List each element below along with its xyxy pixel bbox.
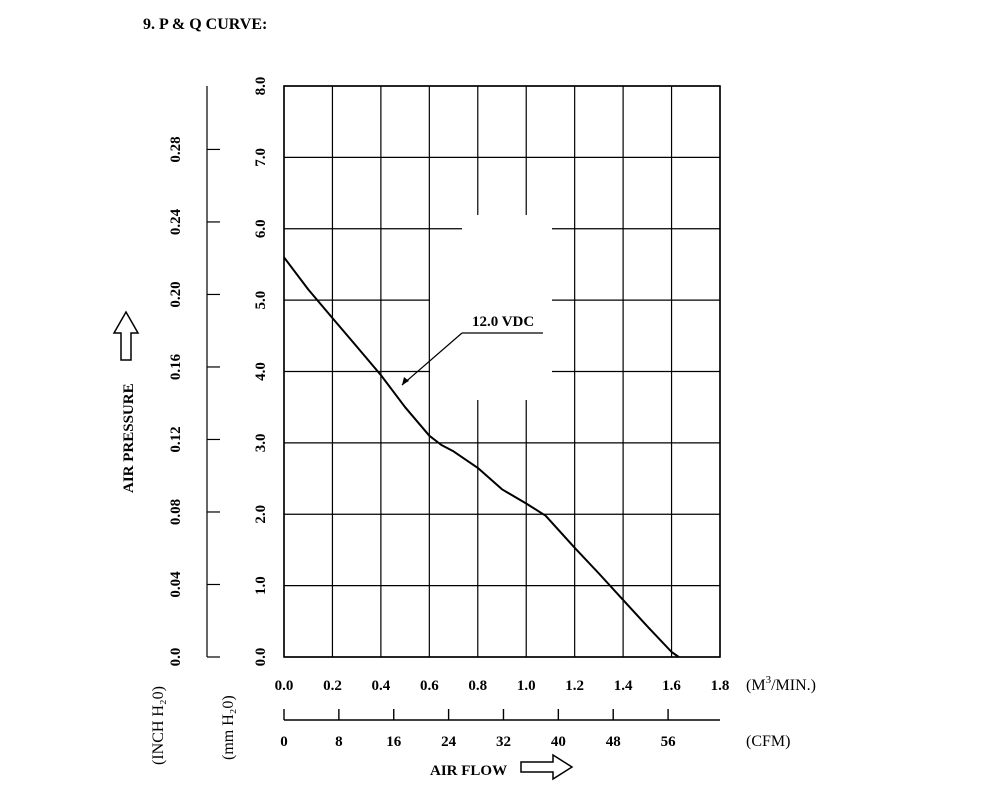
y-tick-label-mm-2: 2.0 bbox=[253, 505, 269, 524]
y-tick-label-mm-1: 1.0 bbox=[253, 576, 269, 595]
x-tick-label-cfm-3: 24 bbox=[441, 734, 457, 750]
y-tick-label-mm-7: 7.0 bbox=[253, 148, 269, 167]
x-tick-label-m3-2: 0.4 bbox=[372, 678, 391, 694]
x-tick-label-cfm-6: 48 bbox=[606, 734, 621, 750]
axis-labels: AIR PRESSURE AIR FLOW (mm H₂0) (INCH H₂0… bbox=[112, 310, 816, 781]
y-axis-label: AIR PRESSURE bbox=[121, 383, 137, 493]
x-tick-label-cfm-7: 56 bbox=[661, 734, 677, 750]
right-arrow-icon bbox=[520, 753, 574, 781]
y-tick-label-inch-7: 0.28 bbox=[168, 136, 184, 162]
y-unit-inch-h2o: (INCH H₂0) bbox=[150, 686, 167, 765]
x-axis-label: AIR FLOW bbox=[430, 763, 507, 779]
x-tick-label-m3-1: 0.2 bbox=[323, 678, 342, 694]
x-tick-label-cfm-1: 8 bbox=[335, 734, 343, 750]
series-leader-arrowhead-0 bbox=[402, 377, 409, 385]
x-unit-sup: 3 bbox=[766, 674, 772, 686]
series-layer: 12.0 VDC bbox=[283, 256, 680, 658]
y-tick-label-inch-1: 0.04 bbox=[168, 571, 184, 598]
annotation-mask bbox=[430, 215, 552, 400]
y-tick-label-inch-4: 0.16 bbox=[168, 353, 184, 380]
x-tick-label-cfm-0: 0 bbox=[280, 734, 288, 750]
y-axis-inch-h2o: 0.0 0.04 0.08 0.12 0.16 0.20 0.24 0.28 bbox=[168, 86, 220, 666]
y-tick-label-mm-3: 3.0 bbox=[253, 434, 269, 453]
plot-frame bbox=[283, 85, 721, 658]
y-axis-mm-h2o: 0.0 1.0 2.0 3.0 4.0 5.0 6.0 7.0 8.0 bbox=[253, 77, 269, 667]
y-unit-mm-h2o: (mm H₂0) bbox=[220, 695, 237, 760]
x-unit-prefix: (M bbox=[746, 677, 766, 694]
x-tick-label-m3-8: 1.6 bbox=[662, 678, 681, 694]
y-tick-label-inch-2: 0.08 bbox=[168, 499, 184, 525]
x-tick-label-cfm-4: 32 bbox=[496, 734, 511, 750]
x-tick-label-m3-0: 0.0 bbox=[275, 678, 294, 694]
y-tick-label-inch-0: 0.0 bbox=[168, 648, 184, 667]
x-tick-label-m3-9: 1.8 bbox=[711, 678, 730, 694]
x-tick-label-m3-4: 0.8 bbox=[468, 678, 487, 694]
x-tick-label-m3-3: 0.6 bbox=[420, 678, 439, 694]
section-title: 9. P & Q CURVE: bbox=[143, 16, 267, 33]
y-tick-label-mm-6: 6.0 bbox=[253, 219, 269, 238]
y-tick-label-inch-5: 0.20 bbox=[168, 281, 184, 307]
series-leader-line-0 bbox=[401, 332, 463, 386]
y-tick-label-mm-4: 4.0 bbox=[253, 362, 269, 381]
y-tick-label-inch-3: 0.12 bbox=[168, 426, 184, 452]
y-tick-label-mm-5: 5.0 bbox=[253, 291, 269, 310]
x-unit-m3-min: (M3/MIN.) bbox=[746, 674, 816, 694]
label-gap-left bbox=[430, 275, 552, 385]
x-axis-cfm: 0 8 16 24 32 40 48 56 bbox=[280, 709, 720, 750]
x-unit-cfm: (CFM) bbox=[746, 733, 790, 750]
series-label-0: 12.0 VDC bbox=[472, 314, 534, 330]
x-tick-label-m3-5: 1.0 bbox=[517, 678, 536, 694]
x-axis-m3-min: 0.0 0.2 0.4 0.6 0.8 1.0 1.2 1.4 1.6 1.8 bbox=[275, 678, 730, 694]
y-tick-label-mm-0: 0.0 bbox=[253, 648, 269, 667]
y-tick-label-mm-8: 8.0 bbox=[253, 77, 269, 96]
x-tick-label-cfm-2: 16 bbox=[386, 734, 402, 750]
y-tick-label-inch-6: 0.24 bbox=[168, 208, 184, 235]
x-tick-label-m3-7: 1.4 bbox=[614, 678, 633, 694]
x-tick-label-m3-6: 1.2 bbox=[565, 678, 584, 694]
series-line-0 bbox=[283, 256, 680, 658]
x-unit-suffix: /MIN.) bbox=[771, 677, 816, 694]
up-arrow-icon bbox=[112, 310, 140, 361]
x-tick-label-cfm-5: 40 bbox=[551, 734, 566, 750]
